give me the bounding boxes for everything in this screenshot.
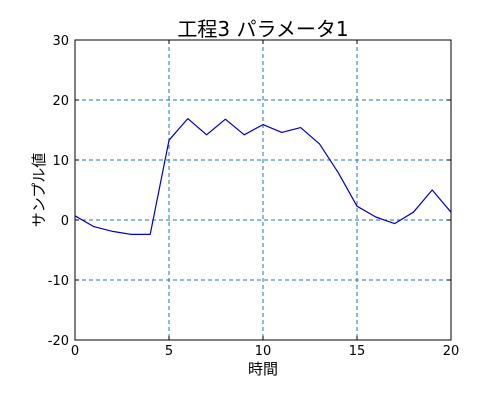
x-tick-label: 15 <box>349 344 366 359</box>
series-layer <box>74 117 452 235</box>
tick-labels: 0 5 10 15 20 -20 -10 0 10 20 30 <box>48 34 460 359</box>
y-axis-label: サンプル値 <box>30 153 48 228</box>
y-tick-label: -10 <box>48 274 69 289</box>
grid-lines <box>75 40 451 340</box>
y-tick-label: 0 <box>61 214 69 229</box>
x-tick-label: 20 <box>443 344 460 359</box>
chart-title: 工程3 パラメータ1 <box>177 17 348 41</box>
y-tick-label: 20 <box>52 94 69 109</box>
y-tick-label: 10 <box>52 154 69 169</box>
tick-layer <box>74 39 452 341</box>
x-tick-label: 5 <box>165 344 173 359</box>
x-tick-label: 0 <box>71 344 79 359</box>
y-tick-label: -20 <box>48 334 69 349</box>
y-tick-label: 30 <box>52 34 69 49</box>
x-tick-label: 10 <box>255 344 272 359</box>
x-axis-label: 時間 <box>248 360 278 378</box>
series-line <box>74 117 452 235</box>
